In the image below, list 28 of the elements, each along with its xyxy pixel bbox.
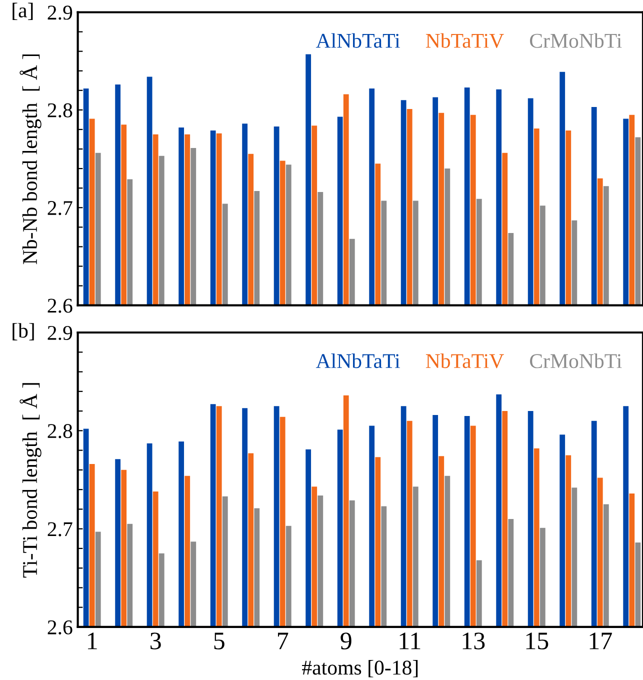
- text: NbTaTiV: [426, 353, 504, 368]
- series-label: AlNbTaTi: [316, 353, 400, 368]
- x-tick-label: 1: [88, 632, 97, 650]
- y-tick-label: 2.9: [48, 6, 72, 20]
- y-tick-label: 2.9: [48, 326, 72, 340]
- text: NbTaTiV: [426, 33, 504, 48]
- chart-title: [a]: [12, 2, 33, 20]
- y-tick-label: 2.7: [48, 522, 72, 536]
- series-label: AlNbTaTi: [316, 33, 400, 48]
- y-tick-label: 2.8: [48, 424, 72, 438]
- y-axis-title: Nb-Nb bond length [ Å ]: [20, 54, 42, 264]
- text: CrMoNbTi: [530, 33, 622, 48]
- x-tick-label: 3: [150, 632, 161, 650]
- x-tick-label: 9: [340, 632, 352, 650]
- y-tick-label: 2.7: [48, 201, 72, 216]
- x-tick-label: 7: [278, 632, 288, 650]
- text: CrMoNbTi: [530, 353, 622, 368]
- x-axis-title: #atoms [0-18]: [302, 660, 418, 678]
- chart-title: [b]: [12, 323, 34, 340]
- x-tick-label: 5: [214, 632, 224, 650]
- x-tick-label: 11: [400, 632, 420, 650]
- y-axis-title: Ti-Ti bond length [ Å ]: [20, 383, 42, 578]
- x-tick-label: 17: [590, 632, 612, 650]
- y-tick-label: 2.6: [48, 298, 72, 313]
- y-tick-label: 2.8: [48, 103, 72, 118]
- y-tick-label: 2.6: [48, 620, 72, 634]
- x-tick-label: 13: [462, 632, 485, 650]
- x-tick-label: 15: [526, 632, 548, 650]
